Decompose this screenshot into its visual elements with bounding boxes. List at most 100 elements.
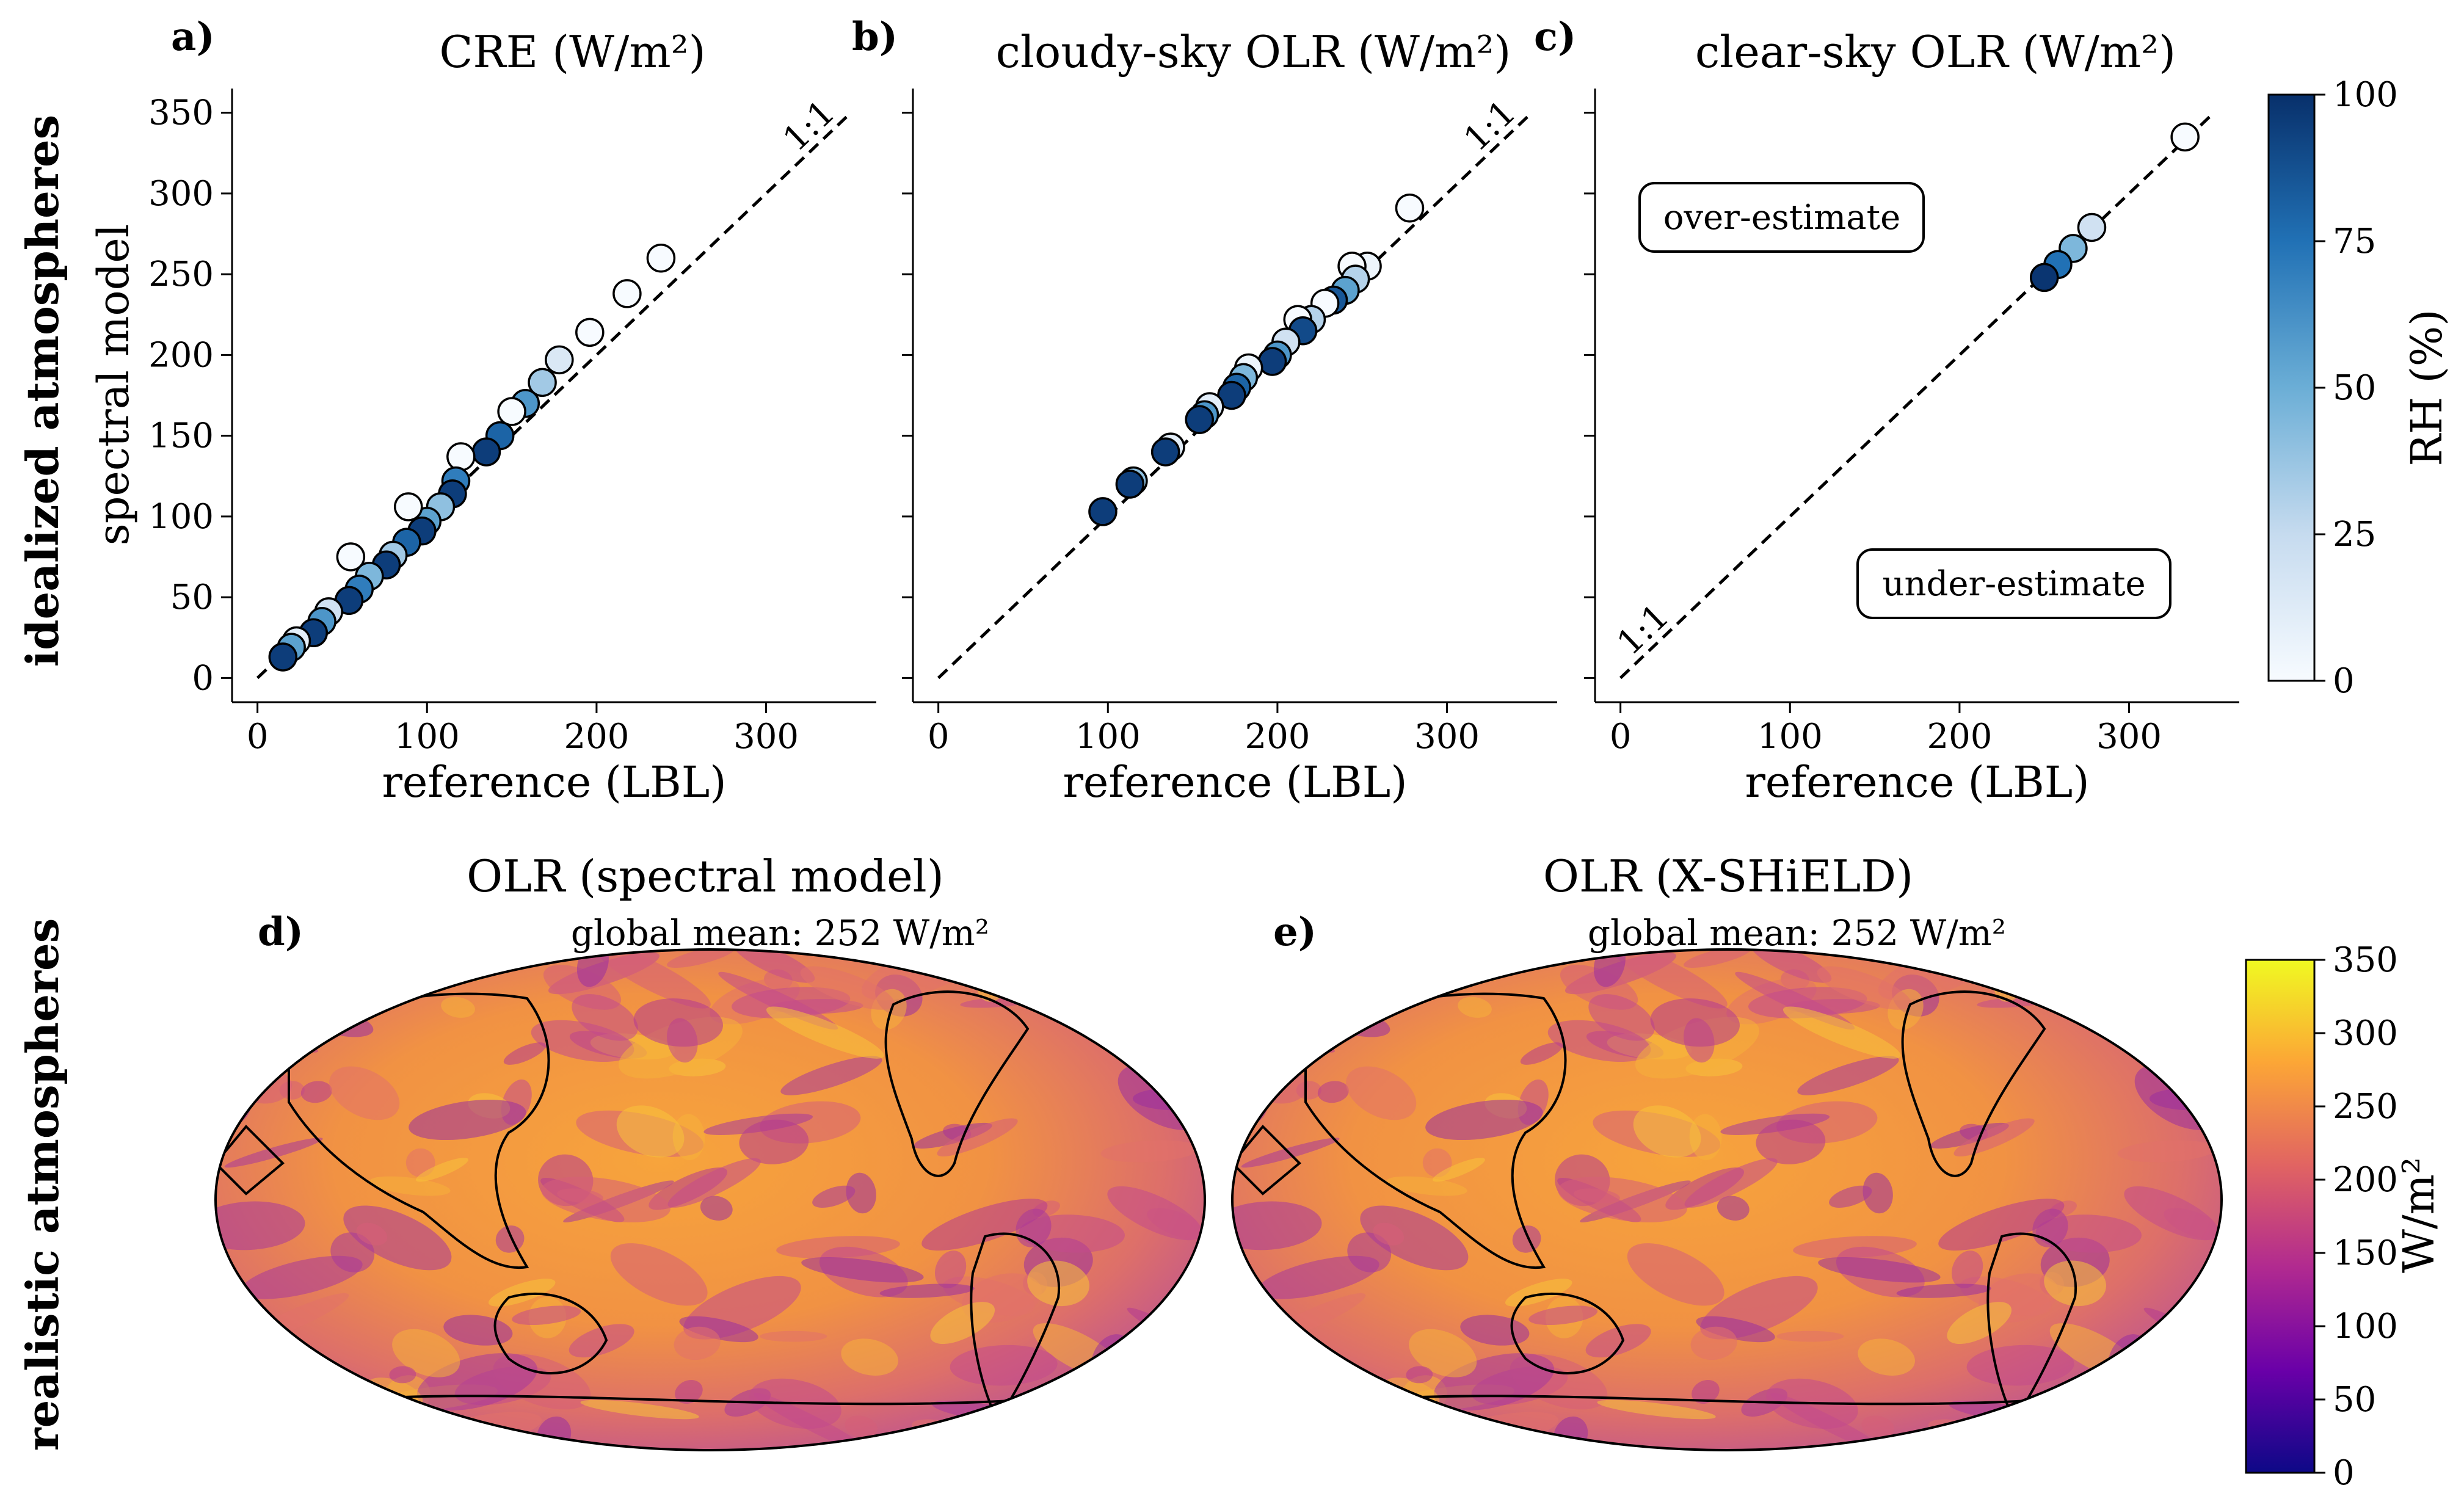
coastline <box>1901 990 2046 1177</box>
scatter-point <box>2029 263 2059 292</box>
map-cloud-patch <box>2143 1307 2222 1369</box>
colorbar-tick-label: 25 <box>2333 515 2376 554</box>
colorbar-tick-label: 350 <box>2333 940 2398 980</box>
panel-label: c) <box>1534 14 1576 60</box>
map-cloud-patch <box>1597 1399 1716 1420</box>
x-tick-label: 200 <box>564 717 629 757</box>
row-label-bottom: realistic atmospheres <box>16 918 68 1451</box>
map-cloud-patch <box>1528 1305 1598 1325</box>
map-cloud-patch <box>300 1081 332 1103</box>
scatter-point <box>268 642 298 672</box>
map-cloud-patch <box>1783 1006 1901 1059</box>
scatter-point <box>646 243 676 273</box>
map-cloud-patch <box>1863 1172 1893 1214</box>
map-cloud-patch <box>1947 1302 2012 1345</box>
map-cloud-patch <box>914 1122 992 1149</box>
map-cloud-patch <box>1411 1428 1514 1450</box>
map-cloud-patch <box>1558 1177 1687 1222</box>
colorbar-tick-label: 100 <box>2333 75 2398 115</box>
map-cloud-patch <box>921 1199 1048 1251</box>
map-title-spectral: OLR (spectral model) <box>467 851 944 902</box>
map-cloud-patch <box>572 994 638 1041</box>
colorbar-tick-label: 50 <box>2333 368 2376 408</box>
map-cloud-patch <box>2117 1140 2216 1163</box>
one-to-one-label: 1:1 <box>776 93 843 159</box>
map-cloud-patch <box>557 1188 603 1203</box>
map-cloud-patch <box>2159 1414 2201 1448</box>
scatter-point <box>497 397 526 426</box>
map-cloud-patch <box>392 1329 460 1378</box>
map-cloud-patch <box>1339 1413 1370 1450</box>
y-tick-label: 150 <box>148 416 214 456</box>
map-cloud-patch <box>610 1243 708 1306</box>
antarctica-coastline <box>1348 1394 2106 1406</box>
scatter-point <box>2077 212 2107 242</box>
map-cloud-patch <box>1627 1243 1724 1306</box>
x-tick-label: 200 <box>1245 717 1310 757</box>
colorbar-tick-label: 250 <box>2333 1087 2398 1127</box>
map-cloud-patch <box>1717 1196 1750 1221</box>
one-to-one-label: 1:1 <box>1610 597 1677 663</box>
under-estimate-box: under-estimate <box>1856 548 2171 619</box>
map-cloud-patch <box>389 1366 416 1384</box>
map-cloud-patch <box>1107 1186 1202 1241</box>
map-cloud-patch <box>1458 996 1492 1018</box>
map-cloud-patch <box>2131 1405 2162 1439</box>
panel-title: cloudy-sky OLR (W/m²) <box>996 26 1511 78</box>
colorbar-tick-label: 0 <box>2333 661 2355 701</box>
rh-colorbar-label: RH (%) <box>2402 309 2452 466</box>
map-cloud-patch <box>934 1250 967 1288</box>
map-cloud-patch <box>2125 968 2191 1006</box>
map-cloud-patch <box>1360 1205 1469 1271</box>
map-cloud-patch <box>801 1257 924 1283</box>
map-subtitle-spectral: global mean: 252 W/m² <box>571 912 989 954</box>
map-cloud-patch <box>1650 998 1740 1047</box>
map-cloud-patch <box>1756 1119 1826 1164</box>
map-cloud-patch <box>675 1379 703 1404</box>
map-border-xshield <box>1231 948 2223 1451</box>
map-cloud-patch <box>1797 1056 1899 1095</box>
antarctica-coastline <box>331 1394 1089 1406</box>
colorbar-tick-label: 75 <box>2333 222 2376 261</box>
map-cloud-patch <box>495 1225 525 1253</box>
scatter-point <box>1257 347 1287 376</box>
map-cloud-patch <box>1951 1250 1983 1288</box>
map-cloud-patch <box>1232 971 1298 1013</box>
map-cloud-patch <box>259 1002 316 1036</box>
map-cloud-patch <box>1105 1400 1171 1450</box>
map-cloud-patch <box>679 1316 758 1343</box>
map-cloud-patch <box>1861 1415 1895 1438</box>
coastline <box>1986 1232 2077 1422</box>
map-cloud-patch <box>580 1399 699 1420</box>
map-cloud-patch <box>1696 1316 1775 1343</box>
y-tick-label: 200 <box>148 335 214 375</box>
map-cloud-patch <box>1242 1392 1312 1438</box>
x-tick-label: 100 <box>1757 717 1823 757</box>
map-cloud-patch <box>356 1222 388 1246</box>
map-cloud-patch <box>1684 949 1752 968</box>
map-cloud-patch <box>416 1158 468 1182</box>
map-cloud-patch <box>780 1056 882 1095</box>
colorbar-tick-label: 200 <box>2333 1160 2398 1200</box>
map-panel-label-d: d) <box>258 909 303 955</box>
map-cloud-patch <box>1233 1017 1335 1053</box>
map-cloud-patch <box>1520 1042 1563 1065</box>
scatter-point <box>612 279 642 308</box>
y-tick-label: 50 <box>170 578 214 617</box>
map-border-spectral <box>214 948 1206 1451</box>
x-tick-label: 300 <box>1414 717 1480 757</box>
map-cloud-patch <box>1310 1400 1390 1440</box>
map-panel-label-e: e) <box>1273 909 1317 955</box>
map-cloud-patch <box>1858 1338 1915 1376</box>
map-cloud-patch <box>667 1158 761 1208</box>
coastline <box>1232 1125 1301 1196</box>
map-cloud-patch <box>216 971 282 1013</box>
coastline <box>884 990 1030 1177</box>
map-cloud-patch <box>1114 1405 1145 1439</box>
map-cloud-patch <box>760 1330 827 1342</box>
map-cloud-patch <box>739 1119 809 1164</box>
map-cloud-patch <box>1692 1379 1720 1404</box>
map-cloud-patch <box>667 949 735 968</box>
y-tick-label: 300 <box>148 174 214 214</box>
map-cloud-patch <box>1585 1324 1651 1358</box>
